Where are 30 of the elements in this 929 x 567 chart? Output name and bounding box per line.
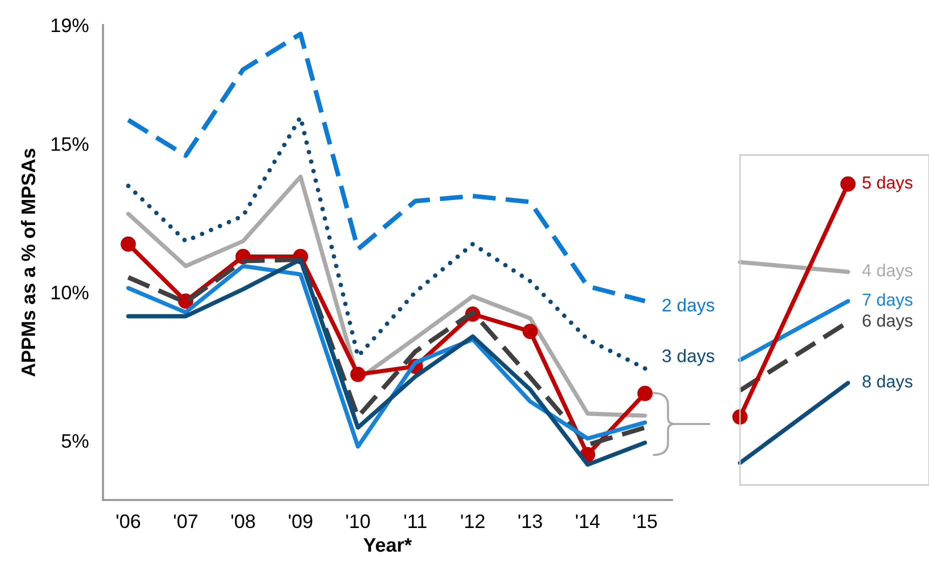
x-tick-label: '12: [461, 514, 484, 528]
x-tick-label: '08: [231, 514, 255, 528]
series-label: 2 days: [662, 298, 714, 316]
x-tick-label: '13: [518, 514, 542, 528]
series-label: 7 days: [862, 293, 912, 310]
point: [522, 324, 538, 340]
series-label: 6 days: [862, 314, 912, 330]
series-label: 8 days: [862, 374, 912, 391]
x-tick-label: '09: [288, 514, 312, 528]
x-tick-label: '14: [576, 514, 600, 528]
point: [120, 236, 136, 252]
y-axis-title: APPMs as a % of MPSAs: [20, 148, 36, 377]
series-label: 4 days: [862, 264, 912, 280]
x-axis-title: Year*: [364, 538, 412, 552]
x-tick-label: '07: [174, 514, 198, 528]
x-tick-label: '10: [346, 514, 370, 528]
series-label: 5 days: [862, 176, 912, 192]
y-tick-label: 15%: [52, 137, 88, 151]
point: [350, 366, 366, 382]
line-series: [126, 32, 648, 304]
line-series: [126, 114, 648, 371]
y-tick-label: 5%: [62, 434, 88, 448]
x-tick-label: '06: [116, 514, 140, 528]
y-tick-label: 10%: [52, 286, 88, 300]
x-tick-label: '11: [404, 514, 426, 528]
y-tick-label: 19%: [52, 18, 88, 32]
x-tick-label: '15: [633, 514, 657, 528]
series-label: 3 days: [662, 348, 714, 366]
line-series: [126, 174, 648, 418]
point: [637, 386, 653, 402]
